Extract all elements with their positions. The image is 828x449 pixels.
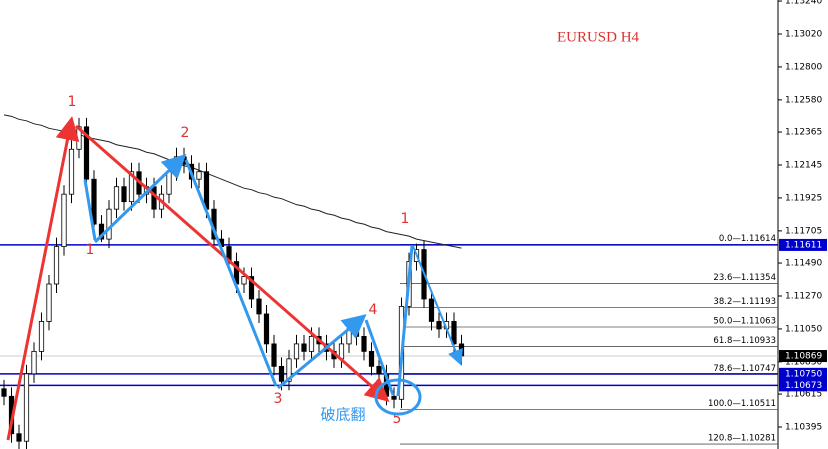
candle-body	[428, 298, 435, 322]
candle-body	[128, 171, 135, 203]
candle-body	[353, 328, 360, 337]
candle-body	[91, 178, 97, 225]
annotation: 破底翻	[320, 406, 365, 424]
arrow	[75, 124, 390, 402]
fib-label: 120.8—1.10281	[708, 434, 776, 444]
y-tick-label: 1.11490	[785, 259, 822, 269]
candle-body	[1, 388, 7, 397]
candle-body	[248, 276, 255, 300]
fib-label: 61.8—1.10933	[713, 336, 776, 346]
candle-body	[308, 336, 315, 352]
candle-body	[436, 321, 442, 330]
highlight-ellipse	[374, 378, 422, 416]
wave-label: 3	[274, 391, 283, 407]
candle-body	[121, 186, 127, 203]
candle-body	[16, 433, 22, 442]
price-line-label: 1.10750	[785, 369, 822, 379]
wave-label: 5	[393, 411, 402, 427]
y-tick-label: 1.11925	[785, 193, 822, 203]
candle-body	[61, 193, 67, 247]
arrow	[83, 179, 97, 241]
price-line-box	[779, 367, 827, 380]
wave-label: 1	[68, 94, 77, 110]
candle-body	[368, 350, 375, 367]
fib-label: 100.0—1.10511	[708, 399, 776, 409]
y-tick-label: 1.10615	[785, 390, 822, 400]
arrow	[412, 245, 463, 366]
y-tick-label: 1.11270	[785, 291, 822, 301]
y-tick-label: 1.11050	[785, 324, 822, 334]
arrow	[184, 159, 278, 387]
candle-body	[301, 343, 307, 352]
candle-body	[106, 208, 112, 240]
wave-label: 2	[181, 125, 190, 141]
price-line-label: 1.10673	[785, 381, 822, 391]
y-tick-label: 1.12580	[785, 95, 822, 105]
price-line-box	[779, 238, 827, 251]
fib-label: 50.0—1.11063	[713, 316, 776, 326]
candle-body	[256, 298, 262, 315]
candle-body	[286, 358, 292, 382]
candle-body	[23, 373, 30, 442]
candle-body	[113, 186, 120, 210]
candle-body	[278, 365, 285, 382]
y-tick-label: 1.12365	[785, 128, 822, 138]
y-tick-label: 1.13020	[785, 29, 822, 39]
candle-body	[376, 365, 382, 375]
y-tick-label: 1.13240	[785, 0, 822, 7]
wave-label: 1	[86, 242, 95, 258]
candle-body	[391, 395, 397, 400]
candle-body	[241, 276, 247, 285]
candle-body	[38, 321, 45, 352]
chart-title: EURUSD H4	[557, 29, 640, 45]
current-price-box	[779, 350, 827, 363]
current-price-label: 1.10869	[785, 352, 822, 362]
y-tick-label: 1.11705	[785, 226, 822, 236]
wave-label: 1	[401, 211, 410, 227]
fib-label: 23.6—1.11354	[713, 273, 776, 283]
fib-label: 0.0—1.11614	[719, 234, 776, 244]
candle-body	[203, 171, 210, 210]
arrow	[6, 116, 80, 441]
price-line-label: 1.11611	[785, 240, 822, 250]
y-tick-label: 1.10830	[785, 357, 822, 367]
arrow	[93, 153, 187, 244]
candle-body	[263, 313, 270, 345]
candle-body	[166, 171, 172, 195]
y-tick-label: 1.12800	[785, 62, 822, 72]
wave-label: 4	[369, 302, 378, 318]
candle-body	[361, 336, 367, 352]
price-line-box	[779, 379, 827, 392]
arrow	[396, 245, 414, 397]
candle-body	[458, 343, 465, 357]
candle-body	[53, 246, 60, 285]
candle-body	[196, 171, 202, 180]
arrow	[277, 314, 367, 390]
candle-body	[293, 343, 300, 360]
candle-body	[451, 321, 457, 345]
candle-body	[68, 148, 75, 195]
fib-label: 38.2—1.11193	[713, 297, 776, 307]
candle-body	[83, 126, 90, 180]
candle-body	[31, 350, 37, 375]
candle-body	[46, 283, 52, 322]
candle-body	[271, 343, 277, 367]
wave-arrows	[6, 116, 463, 441]
y-tick-label: 1.12145	[785, 160, 822, 170]
y-tick-label: 1.10395	[785, 422, 822, 432]
fib-label: 78.6—1.10747	[713, 364, 776, 374]
